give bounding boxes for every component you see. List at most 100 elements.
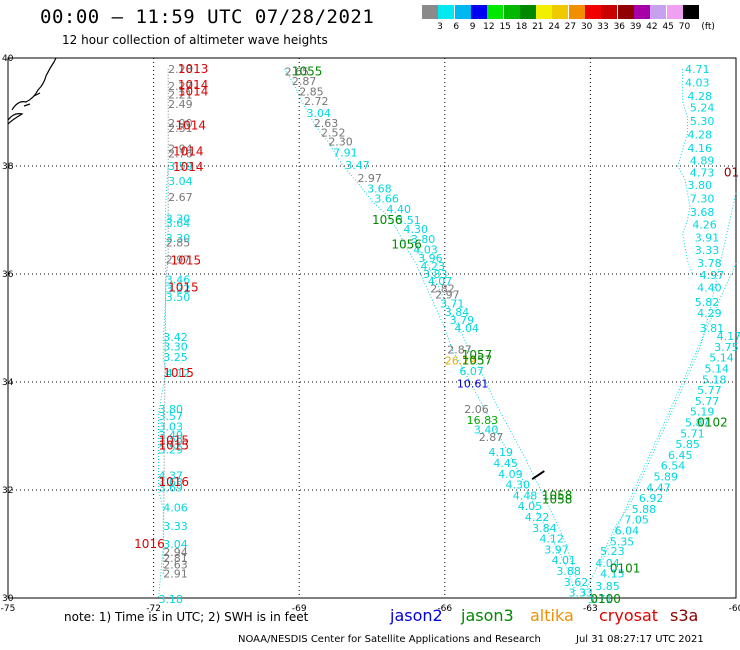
scale-swatch	[633, 5, 650, 19]
lon-tick-label: -66	[437, 604, 452, 614]
lon-tick-label: -63	[583, 604, 598, 614]
lon-tick-label: -75	[1, 604, 16, 614]
scale-swatch	[552, 5, 569, 19]
legend-entry: cryosat	[599, 606, 659, 625]
scale-swatch	[503, 5, 520, 19]
wave-height-label: 3.64	[166, 217, 191, 230]
scale-swatch	[650, 5, 667, 19]
wave-height-label: 3.49	[158, 429, 183, 442]
scale-label: 9	[469, 22, 476, 32]
wave-height-label: 3.79	[450, 314, 475, 327]
wave-height-label: 6.04	[615, 525, 640, 538]
wave-height-label: 3.42	[163, 331, 188, 344]
wave-height-label: 3.33	[163, 520, 188, 533]
wave-height-label: 4.15	[600, 568, 625, 581]
wave-height-label: 3.04	[168, 175, 193, 188]
map-frame	[7, 57, 737, 599]
wave-height-label: 3.30	[166, 232, 191, 245]
wave-height-label: 2.63	[163, 559, 188, 572]
legend-entry: altika	[530, 606, 574, 625]
track-time-label: 1055	[292, 65, 323, 79]
wave-height-label: 4.12	[166, 367, 191, 380]
wave-height-label: 4.23	[421, 260, 446, 273]
wave-height-label: 2.85	[299, 85, 324, 98]
scale-swatch	[470, 5, 487, 19]
track-time-label: 1014	[175, 119, 206, 133]
wave-height-label: 4.03	[685, 76, 710, 89]
wave-height-label: 2.94	[163, 546, 188, 559]
wave-height-label: 3.50	[166, 291, 191, 304]
chart-subtitle: 12 hour collection of altimeter wave hei…	[62, 33, 328, 47]
scale-label: 36	[613, 22, 626, 32]
wave-height-label: 3.96	[418, 252, 443, 265]
satellite-track	[284, 68, 577, 593]
wave-height-label: 2.94	[168, 143, 193, 156]
scale-swatch	[536, 5, 553, 19]
scale-label: 21	[532, 22, 544, 32]
wave-height-label: 3.81	[700, 322, 725, 335]
wave-height-label: 5.23	[600, 545, 625, 558]
wave-height-label: 5.24	[690, 102, 715, 115]
wave-height-label: 3.30	[163, 340, 188, 353]
lon-tick-label: -72	[146, 604, 161, 614]
track-time-label: 1014	[178, 78, 209, 92]
scale-swatch	[666, 5, 683, 19]
wave-height-label: 2.30	[328, 136, 353, 149]
wave-height-label: 3.03	[158, 420, 183, 433]
wave-height-label: 4.37	[158, 469, 183, 482]
track-time-label: 1016	[158, 475, 189, 489]
wave-height-label: 2.82	[430, 283, 455, 296]
wave-height-label: 3.33	[695, 244, 720, 257]
wave-height-label: 3.22	[166, 283, 191, 296]
scale-label: 70	[678, 22, 691, 32]
scale-label: 42	[646, 22, 658, 32]
wave-height-label: 3.62	[564, 576, 589, 589]
wave-height-label: 2.72	[304, 95, 329, 108]
wave-height-label: 3.30	[166, 212, 191, 225]
wave-height-label: 4.03	[413, 244, 438, 257]
track-time-label: 0100	[590, 592, 621, 606]
wave-height-label: 3.66	[374, 192, 399, 205]
wave-height-label: 4.04	[455, 322, 480, 335]
wave-height-label: 5.30	[690, 115, 715, 128]
wave-height-label: 3.71	[440, 298, 465, 311]
wave-height-label: 3.69	[158, 481, 183, 494]
satellite-track	[582, 192, 737, 596]
satellite-track	[410, 235, 586, 596]
wave-height-label: 3.80	[158, 403, 183, 416]
wave-height-label: 2.76	[168, 148, 193, 161]
wave-height-label: 5.88	[632, 503, 657, 516]
wave-height-label: 5.82	[695, 296, 720, 309]
scale-unit: (ft)	[701, 22, 715, 32]
scale-label: 3	[437, 22, 443, 32]
credit-text: NOAA/NESDIS Center for Satellite Applica…	[238, 634, 541, 645]
scale-label: 30	[580, 22, 593, 32]
wave-height-label: 5.87	[685, 417, 710, 430]
wave-height-label: 2.49	[168, 98, 193, 111]
wave-height-label: 3.80	[411, 233, 436, 246]
wave-height-label: 2.87	[292, 75, 317, 88]
wave-height-label: 4.89	[690, 155, 715, 168]
wave-height-label: 5.35	[610, 535, 635, 548]
wave-height-label: 3.91	[695, 231, 720, 244]
wave-height-label: 2.65	[285, 66, 310, 79]
wave-height-label: 3.84	[532, 522, 557, 535]
scale-label: 24	[548, 22, 560, 32]
scale-label: 18	[515, 22, 528, 32]
wave-height-label: 2.90	[168, 117, 193, 130]
track-time-label: 1015	[158, 439, 189, 453]
wave-height-label: 4.05	[518, 500, 543, 513]
wave-height-label: 5.19	[690, 406, 715, 419]
wave-height-label: 2.27	[168, 80, 193, 93]
wave-height-label: 6.07	[459, 365, 484, 378]
wave-height-label: 3.29	[158, 435, 183, 448]
scale-label: 6	[453, 22, 460, 32]
track-time-label: 1014	[173, 144, 204, 158]
track-time-label: 1057	[462, 353, 493, 367]
wave-height-label: 5.71	[680, 427, 705, 440]
wave-height-label: 2.31	[168, 122, 193, 135]
wave-height-label: 3.71	[588, 593, 613, 606]
satellite-track	[158, 165, 169, 600]
track-time-label: 1015	[168, 281, 199, 295]
wave-height-label: 4.45	[493, 457, 518, 470]
